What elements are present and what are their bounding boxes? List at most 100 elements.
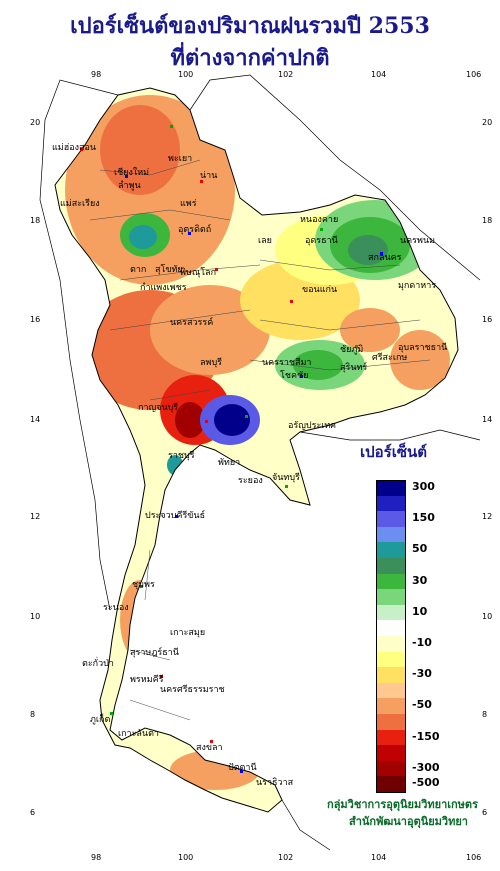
province-label-udn: อุดรธานี — [305, 236, 338, 246]
lat-tick-left-18: 18 — [30, 216, 41, 225]
legend-label: -10 — [412, 636, 432, 649]
station-markers — [80, 125, 383, 773]
province-label-ubn: อุบลราชธานี — [398, 343, 448, 353]
province-label-nrt: นราธิวาส — [256, 778, 294, 788]
anomaly-east-orange — [340, 308, 400, 352]
province-label-snk: สกลนคร — [368, 253, 402, 263]
lat-tick-right-10: 10 — [482, 612, 493, 621]
province-label-kan: กาญจนบุรี — [138, 403, 179, 413]
anomaly-bkk-red-core — [175, 402, 205, 438]
province-label-rng: ระนอง — [103, 603, 129, 613]
legend-label: -300 — [412, 760, 440, 774]
province-label-nan: น่าน — [200, 171, 218, 181]
province-label-mhs: แม่ฮ่องสอน — [52, 143, 97, 153]
legend-label: -150 — [412, 729, 440, 743]
lat-tick-right-16: 16 — [482, 315, 493, 324]
legend-swatch — [376, 682, 406, 699]
anomaly-bkk-blue-core — [214, 404, 250, 436]
neighbor-border-malaysia — [281, 799, 331, 851]
neighbor-border-myanmar — [39, 79, 119, 611]
province-label-nma: นครราชสีมา — [262, 358, 312, 368]
legend-swatch — [376, 667, 406, 683]
legend-label: -50 — [412, 698, 432, 712]
lon-tick-top-102: 102 — [278, 70, 294, 79]
lon-tick-bottom-104: 104 — [371, 853, 387, 862]
legend-label: 30 — [412, 573, 428, 587]
thailand-outline — [54, 87, 459, 813]
lat-tick-right-12: 12 — [482, 512, 493, 521]
anomaly-tak-teal-core — [129, 225, 157, 249]
legend-swatch — [376, 511, 406, 527]
province-label-ptn: ปัตตานี — [228, 763, 257, 773]
province-label-nkp: นครพนม — [400, 236, 436, 246]
lon-tick-top-104: 104 — [371, 70, 387, 79]
province-label-lbr: ลพบุรี — [200, 358, 222, 368]
province-label-chk: โชคชัย — [280, 371, 309, 381]
province-label-tak: ตาก — [130, 265, 147, 275]
legend-swatch — [376, 776, 406, 793]
province-label-ssk: ศรีสะเกษ — [372, 353, 408, 363]
legend-swatch — [376, 542, 406, 558]
province-label-skt: สุโขทัย — [155, 265, 183, 275]
legend-label: -30 — [412, 667, 432, 681]
anomaly-central-orange — [150, 285, 270, 375]
legend-swatch — [376, 495, 406, 512]
legend-swatch — [376, 745, 406, 761]
map-title-line-1: เปอร์เซ็นต์ของปริมาณฝนรวมปี 2553 — [70, 13, 430, 39]
province-label-nsw: นครสวรรค์ — [170, 318, 214, 328]
province-label-msr: แม่สะเรียง — [60, 199, 100, 209]
province-label-pkk: ประจวบคีรีขันธ์ — [145, 511, 206, 521]
neighbor-border-cambodia — [299, 429, 481, 441]
lon-tick-top-106: 106 — [466, 70, 482, 79]
legend-swatch — [376, 651, 406, 668]
lat-tick-left-8: 8 — [30, 710, 36, 719]
legend-swatch — [376, 714, 406, 730]
province-label-utt: อุตรดิตถ์ — [178, 225, 212, 235]
province-borders — [89, 159, 431, 721]
province-label-plk: พิษณุโลก — [180, 268, 217, 278]
legend-swatch — [376, 558, 406, 574]
legend-label: 300 — [412, 480, 435, 493]
lat-tick-left-14: 14 — [30, 415, 41, 424]
legend-label: 50 — [412, 542, 428, 556]
province-label-nky: หนองคาย — [300, 215, 339, 225]
lon-tick-top-100: 100 — [178, 70, 194, 79]
province-label-mdh: มุกดาหาร — [398, 281, 437, 291]
province-label-nst: นครศรีธรรมราช — [160, 685, 225, 695]
lat-tick-right-8: 8 — [482, 710, 488, 719]
map-title-line-2: ที่ต่างจากค่าปกติ — [170, 45, 330, 71]
anomaly-nkp-green-core — [348, 235, 388, 265]
legend-swatch — [376, 480, 406, 497]
legend-swatch — [376, 729, 406, 746]
legend-swatch — [376, 636, 406, 652]
legend-title: เปอร์เซ็นต์ — [360, 443, 428, 461]
province-label-rat: ราชบุรี — [168, 451, 195, 461]
lon-tick-bottom-106: 106 — [466, 853, 482, 862]
province-label-prk: พรหมคีรี — [130, 675, 164, 685]
legend-swatch — [376, 620, 406, 636]
province-label-sam: เกาะสมุย — [170, 628, 206, 638]
lat-tick-left-6: 6 — [30, 808, 36, 817]
credit-line-2: สำนักพัฒนาอุตุนิยมวิทยา — [349, 815, 468, 828]
lat-tick-left-12: 12 — [30, 512, 41, 521]
province-label-cph: ชุมพร — [132, 580, 155, 590]
province-label-cyp: ชัยภูมิ — [340, 345, 364, 355]
lon-tick-bottom-98: 98 — [91, 853, 102, 862]
legend-label: 10 — [412, 604, 428, 618]
legend-label: -500 — [412, 776, 440, 790]
legend-swatch — [376, 604, 406, 621]
province-label-lpn: ลำพูน — [118, 181, 141, 191]
province-label-pkt: ภูเก็ต — [90, 715, 111, 725]
province-label-srn: สุรินทร์ — [340, 363, 368, 373]
province-label-kpp: กำแพงเพชร — [140, 283, 187, 293]
anomaly-nma-green-core — [293, 350, 343, 380]
lon-tick-bottom-102: 102 — [278, 853, 294, 862]
province-label-loei: เลย — [258, 236, 272, 246]
lat-tick-right-14: 14 — [482, 415, 493, 424]
anomaly-ubn-orange — [390, 330, 450, 390]
anomaly-north-deep — [100, 105, 180, 195]
province-label-cm: เชียงใหม่ — [114, 168, 150, 178]
lon-tick-top-98: 98 — [91, 70, 102, 79]
lat-tick-right-18: 18 — [482, 216, 493, 225]
